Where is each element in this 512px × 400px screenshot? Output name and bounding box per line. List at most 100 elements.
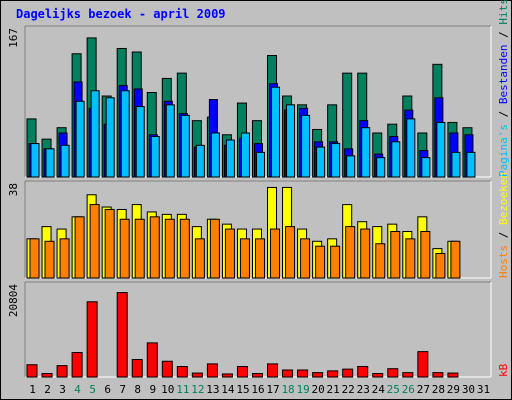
x-tick-label: 18 xyxy=(281,383,294,396)
bar-hosts-8 xyxy=(134,218,145,279)
bar-hosts-1 xyxy=(29,238,40,279)
panel-ymax-label: 20804 xyxy=(7,284,20,317)
bar-kb-4 xyxy=(71,352,83,378)
x-tick-label: 30 xyxy=(462,383,475,396)
bar-kb-3 xyxy=(56,365,68,378)
legend-part: Hosts xyxy=(497,245,510,278)
x-tick-label: 15 xyxy=(236,383,249,396)
x-tick-label: 2 xyxy=(44,383,51,396)
bar-kb-10 xyxy=(161,360,173,378)
x-tick-label: 23 xyxy=(357,383,370,396)
bar-kb-16 xyxy=(251,373,263,378)
bar-hosts-13 xyxy=(209,218,220,279)
x-tick-label: 11 xyxy=(176,383,189,396)
x-tick-label: 13 xyxy=(206,383,219,396)
x-tick-label: 10 xyxy=(161,383,174,396)
legend-part: Bestanden xyxy=(497,45,510,105)
legend-part: Bezoeken xyxy=(497,172,510,225)
bar-hosts-15 xyxy=(239,238,250,279)
bar-hosts-11 xyxy=(179,218,190,279)
x-tick-label: 5 xyxy=(89,383,96,396)
bar-kb-14 xyxy=(221,373,233,378)
bar-paginas-22 xyxy=(346,155,356,178)
bar-kb-13 xyxy=(206,363,218,378)
bar-paginas-1 xyxy=(30,143,40,178)
bar-paginas-24 xyxy=(376,157,386,178)
legend-top: Pagina's / Bestanden / Hits xyxy=(497,0,510,177)
bar-kb-23 xyxy=(357,366,369,378)
bar-paginas-18 xyxy=(286,104,296,178)
bar-paginas-6 xyxy=(105,97,115,178)
chart-title: Dagelijks bezoek - april 2009 xyxy=(16,7,226,21)
bar-paginas-4 xyxy=(75,100,85,178)
x-tick-label: 25 xyxy=(387,383,400,396)
bar-kb-15 xyxy=(236,366,248,378)
bar-kb-18 xyxy=(282,369,294,378)
x-tick-label: 9 xyxy=(149,383,156,396)
bar-paginas-8 xyxy=(135,106,145,178)
legend-part: / xyxy=(497,104,510,124)
bar-kb-1 xyxy=(26,364,38,378)
bar-kb-28 xyxy=(432,372,444,378)
bar-hosts-2 xyxy=(44,240,55,279)
bar-hosts-17 xyxy=(270,228,281,279)
bar-kb-5 xyxy=(86,301,98,378)
bar-hosts-4 xyxy=(74,216,85,279)
bar-hosts-28 xyxy=(435,253,446,279)
bar-paginas-25 xyxy=(391,141,401,178)
bar-kb-9 xyxy=(146,342,158,378)
bar-hosts-9 xyxy=(149,216,160,279)
bar-kb-17 xyxy=(267,363,279,378)
legend-part: Pagina's xyxy=(497,124,510,177)
bar-hosts-20 xyxy=(315,245,326,279)
x-tick-label: 29 xyxy=(447,383,460,396)
x-tick-label: 4 xyxy=(74,383,81,396)
bar-kb-22 xyxy=(342,368,354,378)
bar-kb-11 xyxy=(176,366,188,378)
legend-part: kB xyxy=(497,363,510,377)
bar-paginas-29 xyxy=(451,151,461,178)
bar-paginas-16 xyxy=(255,151,265,178)
bar-hosts-21 xyxy=(330,245,341,279)
bar-hosts-25 xyxy=(390,231,401,279)
bar-hosts-7 xyxy=(119,218,130,279)
legend-part: / xyxy=(497,225,510,245)
bar-paginas-10 xyxy=(165,104,175,178)
bar-kb-20 xyxy=(312,372,324,378)
bar-hosts-22 xyxy=(345,226,356,279)
bar-paginas-26 xyxy=(406,118,416,178)
bar-kb-12 xyxy=(191,372,203,378)
x-tick-label: 17 xyxy=(266,383,279,396)
panel-ymax-label: 38 xyxy=(7,183,20,196)
bar-paginas-23 xyxy=(361,127,371,178)
bar-paginas-27 xyxy=(421,157,431,178)
legend-middle: Hosts / Bezoeken xyxy=(497,172,510,278)
bar-kb-26 xyxy=(402,372,414,378)
bar-paginas-13 xyxy=(210,132,220,178)
bar-hosts-12 xyxy=(194,238,205,279)
bar-paginas-7 xyxy=(120,90,130,178)
bar-hosts-10 xyxy=(164,218,175,279)
bar-hosts-23 xyxy=(360,228,371,279)
panel-ymax-label: 167 xyxy=(7,28,20,48)
bar-hosts-26 xyxy=(405,238,416,279)
x-tick-label: 16 xyxy=(251,383,264,396)
bar-paginas-28 xyxy=(436,121,446,178)
x-tick-label: 14 xyxy=(221,383,235,396)
bar-kb-2 xyxy=(41,373,53,378)
bar-hosts-6 xyxy=(104,208,115,279)
legend-part: / xyxy=(497,25,510,45)
x-tick-label: 12 xyxy=(191,383,204,396)
bar-hosts-29 xyxy=(450,240,461,279)
bar-paginas-12 xyxy=(195,144,205,178)
bar-paginas-17 xyxy=(271,86,281,178)
x-tick-label: 8 xyxy=(134,383,141,396)
x-tick-label: 24 xyxy=(372,383,386,396)
bar-hosts-18 xyxy=(285,226,296,279)
bar-paginas-2 xyxy=(45,148,55,178)
bar-hosts-19 xyxy=(300,238,311,279)
bar-paginas-3 xyxy=(60,144,70,178)
x-tick-label: 22 xyxy=(342,383,355,396)
x-tick-label: 31 xyxy=(477,383,490,396)
